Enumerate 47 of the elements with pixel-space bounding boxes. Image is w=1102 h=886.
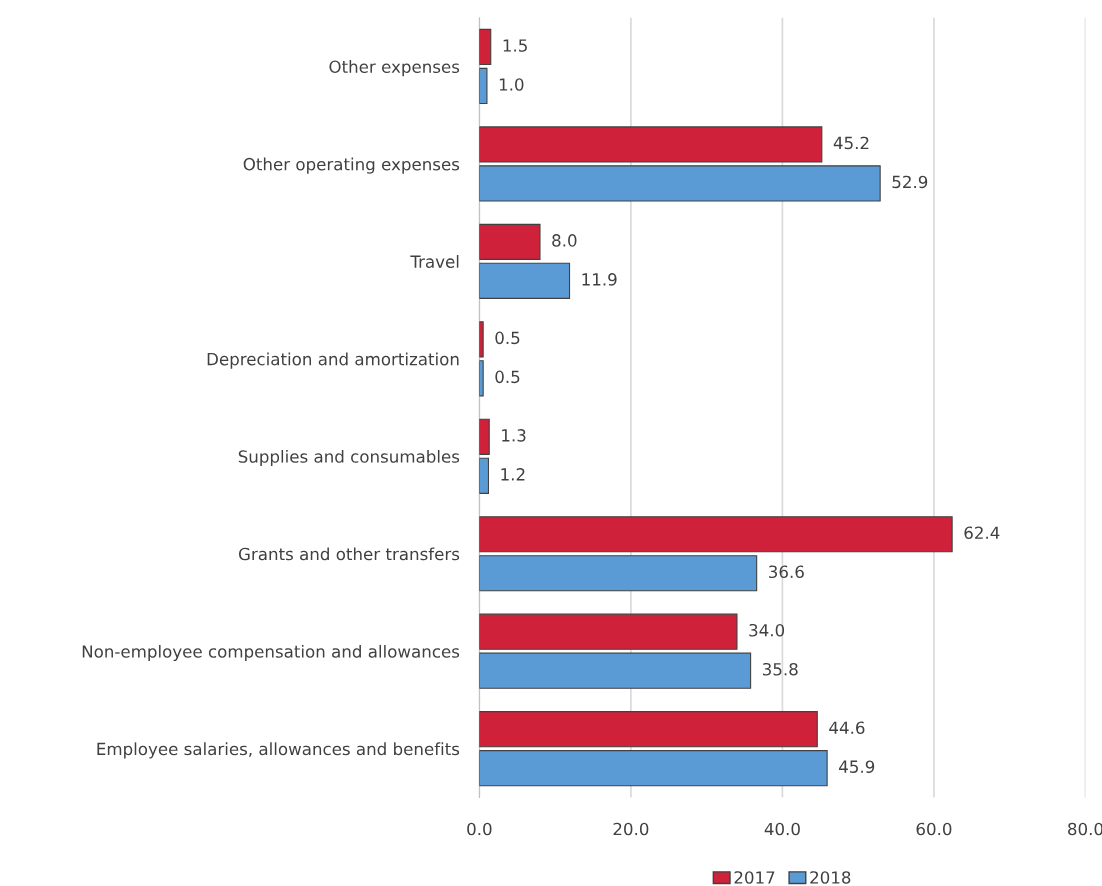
data-label: 44.6 (829, 721, 865, 735)
y-tick-label: Travel (410, 255, 459, 268)
bar (479, 750, 828, 787)
data-label: 35.8 (762, 662, 798, 676)
bar (479, 223, 541, 260)
bar (479, 28, 492, 66)
data-label: 45.2 (833, 136, 869, 150)
y-tick-label: Other operating expenses (243, 157, 460, 174)
bar (479, 457, 490, 494)
x-tick-label: 60.0 (916, 822, 952, 836)
data-label: 8.0 (552, 234, 577, 247)
x-tick-label: 80.0 (1068, 822, 1102, 836)
legend-label: 2018 (810, 871, 851, 884)
data-label: 34.0 (749, 623, 785, 637)
bar (479, 613, 738, 650)
x-tick-label: 0.0 (467, 822, 492, 836)
bar (479, 555, 758, 592)
bar (479, 262, 571, 299)
data-label: 52.9 (892, 175, 928, 189)
y-tick-label: Non-employee compensation and allowances (82, 644, 460, 662)
data-label: 1.0 (499, 78, 524, 91)
data-label: 36.6 (769, 565, 804, 579)
legend-label: 2017 (734, 871, 775, 884)
data-label: 1.2 (501, 468, 525, 481)
data-label: 45.9 (839, 760, 875, 773)
bar (479, 711, 818, 748)
bar (479, 652, 752, 689)
data-label: 1.3 (502, 429, 526, 442)
bar (479, 321, 484, 358)
bar (479, 516, 953, 553)
y-tick-label: Depreciation and amortization (207, 352, 459, 369)
x-tick-label: 40.0 (764, 822, 800, 836)
data-label: 0.5 (495, 370, 520, 384)
bar (479, 126, 823, 163)
bar (479, 418, 490, 455)
bar (479, 67, 488, 105)
bar (479, 360, 484, 397)
y-tick-label: Employee salaries, allowances and benefits (97, 742, 460, 759)
data-label: 1.5 (503, 39, 527, 52)
data-label: 0.5 (495, 331, 520, 345)
y-tick-label: Grants and other transfers (238, 547, 460, 561)
data-label: 11.9 (582, 273, 617, 286)
bar (479, 165, 881, 202)
data-label: 62.4 (964, 526, 1000, 540)
y-tick-label: Supplies and consumables (238, 449, 460, 467)
x-tick-label: 20.0 (613, 822, 649, 836)
y-tick-label: Other expenses (329, 60, 460, 77)
